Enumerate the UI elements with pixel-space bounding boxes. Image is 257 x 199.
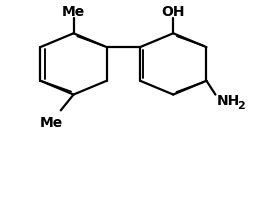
Text: Me: Me: [40, 116, 63, 130]
Text: 2: 2: [237, 101, 245, 111]
Text: NH: NH: [217, 95, 240, 108]
Text: Me: Me: [62, 5, 85, 19]
Text: OH: OH: [161, 5, 185, 19]
